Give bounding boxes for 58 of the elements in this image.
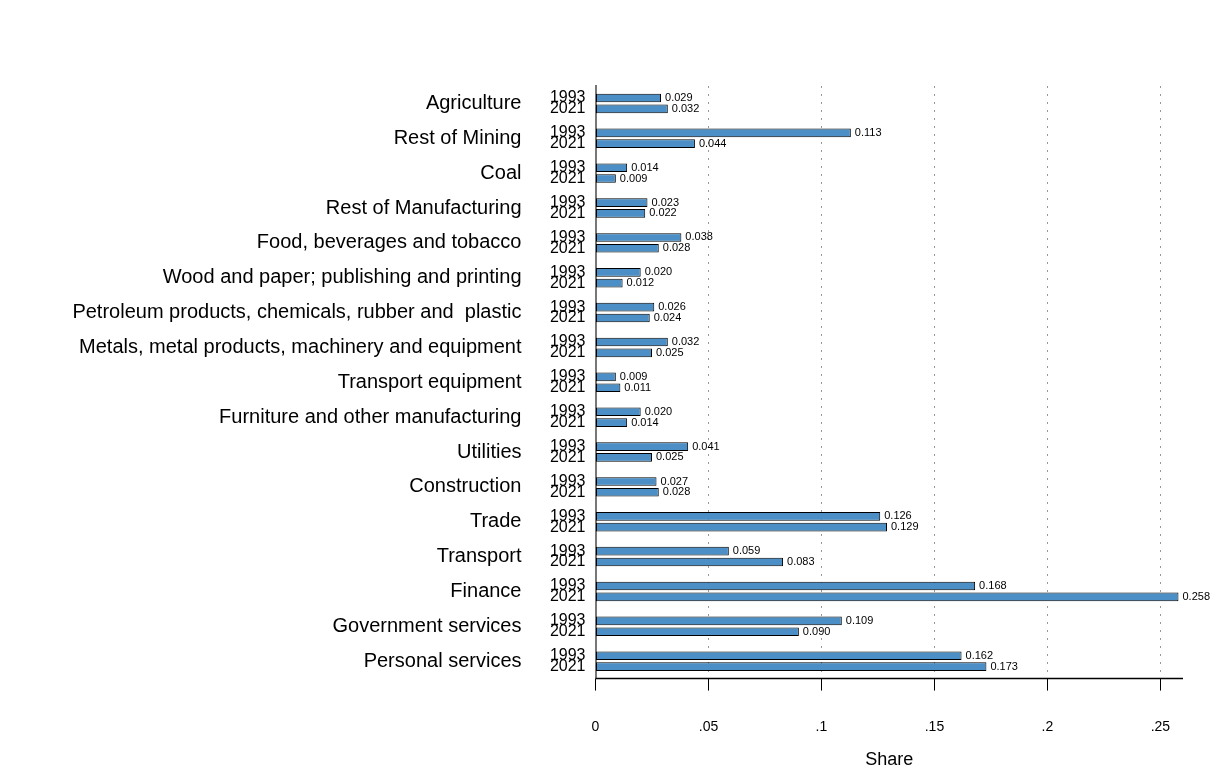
- data-label: 0.014: [631, 415, 659, 428]
- data-label: 0.032: [671, 101, 700, 114]
- data-label: 0.014: [631, 160, 659, 173]
- y-tick-label: Utilities: [457, 439, 522, 462]
- y-tick-label: Finance: [450, 578, 522, 601]
- y-tick-label: Petroleum products, chemicals, rubber and plastic: [72, 300, 522, 323]
- y-tick-label: Transport equipment: [337, 369, 522, 392]
- y-tick-label: Rest of Manufacturing: [325, 195, 522, 218]
- y-tick-label: Metals, metal products, machinery and equipment: [79, 334, 522, 357]
- data-label: 0.162: [965, 648, 994, 661]
- data-label: 0.028: [662, 485, 691, 498]
- data-label: 0.020: [644, 404, 673, 417]
- data-label: 0.028: [662, 241, 691, 254]
- data-label: 0.009: [619, 171, 648, 184]
- y-tick-label: Trade: [469, 509, 522, 532]
- x-tick-label: .2: [1041, 717, 1054, 734]
- data-label: 0.009: [619, 369, 648, 382]
- x-tick-label: 0: [591, 717, 600, 734]
- data-label: 0.020: [644, 265, 673, 278]
- data-label: 0.025: [655, 450, 684, 463]
- data-label: 0.129: [890, 520, 919, 533]
- data-label: 0.011: [624, 380, 652, 393]
- data-label: 0.044: [698, 136, 727, 149]
- data-label: 0.032: [671, 335, 700, 348]
- data-label: 0.126: [884, 509, 912, 522]
- y-tick-label: Government services: [332, 613, 522, 636]
- data-label: 0.024: [653, 311, 682, 324]
- x-axis-title: Share: [865, 749, 914, 770]
- y-tick-label: Agriculture: [425, 90, 522, 113]
- data-label: 0.109: [845, 613, 874, 626]
- y-tick-label: Personal services: [363, 648, 522, 671]
- data-label: 0.025: [655, 345, 684, 358]
- y-tick-label: Wood and paper; publishing and printing: [162, 265, 522, 288]
- data-label: 0.022: [649, 206, 677, 219]
- data-label: 0.090: [802, 624, 831, 637]
- x-tick-label: .1: [815, 717, 828, 734]
- y-tick-label: Transport: [436, 544, 522, 567]
- data-label: 0.029: [665, 91, 693, 104]
- y-tick-label: Coal: [480, 160, 522, 183]
- data-label: 0.041: [692, 439, 720, 452]
- data-label: 0.258: [1182, 589, 1211, 602]
- y-tick-label: Construction: [409, 474, 522, 497]
- data-label: 0.023: [651, 195, 679, 208]
- y-tick-label: Rest of Mining: [393, 125, 522, 148]
- data-label: 0.026: [658, 300, 686, 313]
- y-tick-label: Food, beverages and tobacco: [256, 230, 522, 253]
- x-tick-label: .05: [698, 717, 719, 734]
- data-label: 0.173: [990, 659, 1018, 672]
- data-label: 0.168: [979, 579, 1007, 592]
- y-tick-label: Furniture and other manufacturing: [219, 404, 522, 427]
- data-label: 0.012: [626, 276, 655, 289]
- data-label: 0.059: [732, 544, 761, 557]
- data-label: 0.083: [787, 555, 815, 568]
- data-label: 0.027: [660, 474, 689, 487]
- data-label: 0.038: [685, 230, 713, 243]
- x-tick-label: .15: [924, 717, 945, 734]
- data-label: 0.113: [854, 125, 882, 138]
- x-tick-label: .25: [1150, 717, 1171, 734]
